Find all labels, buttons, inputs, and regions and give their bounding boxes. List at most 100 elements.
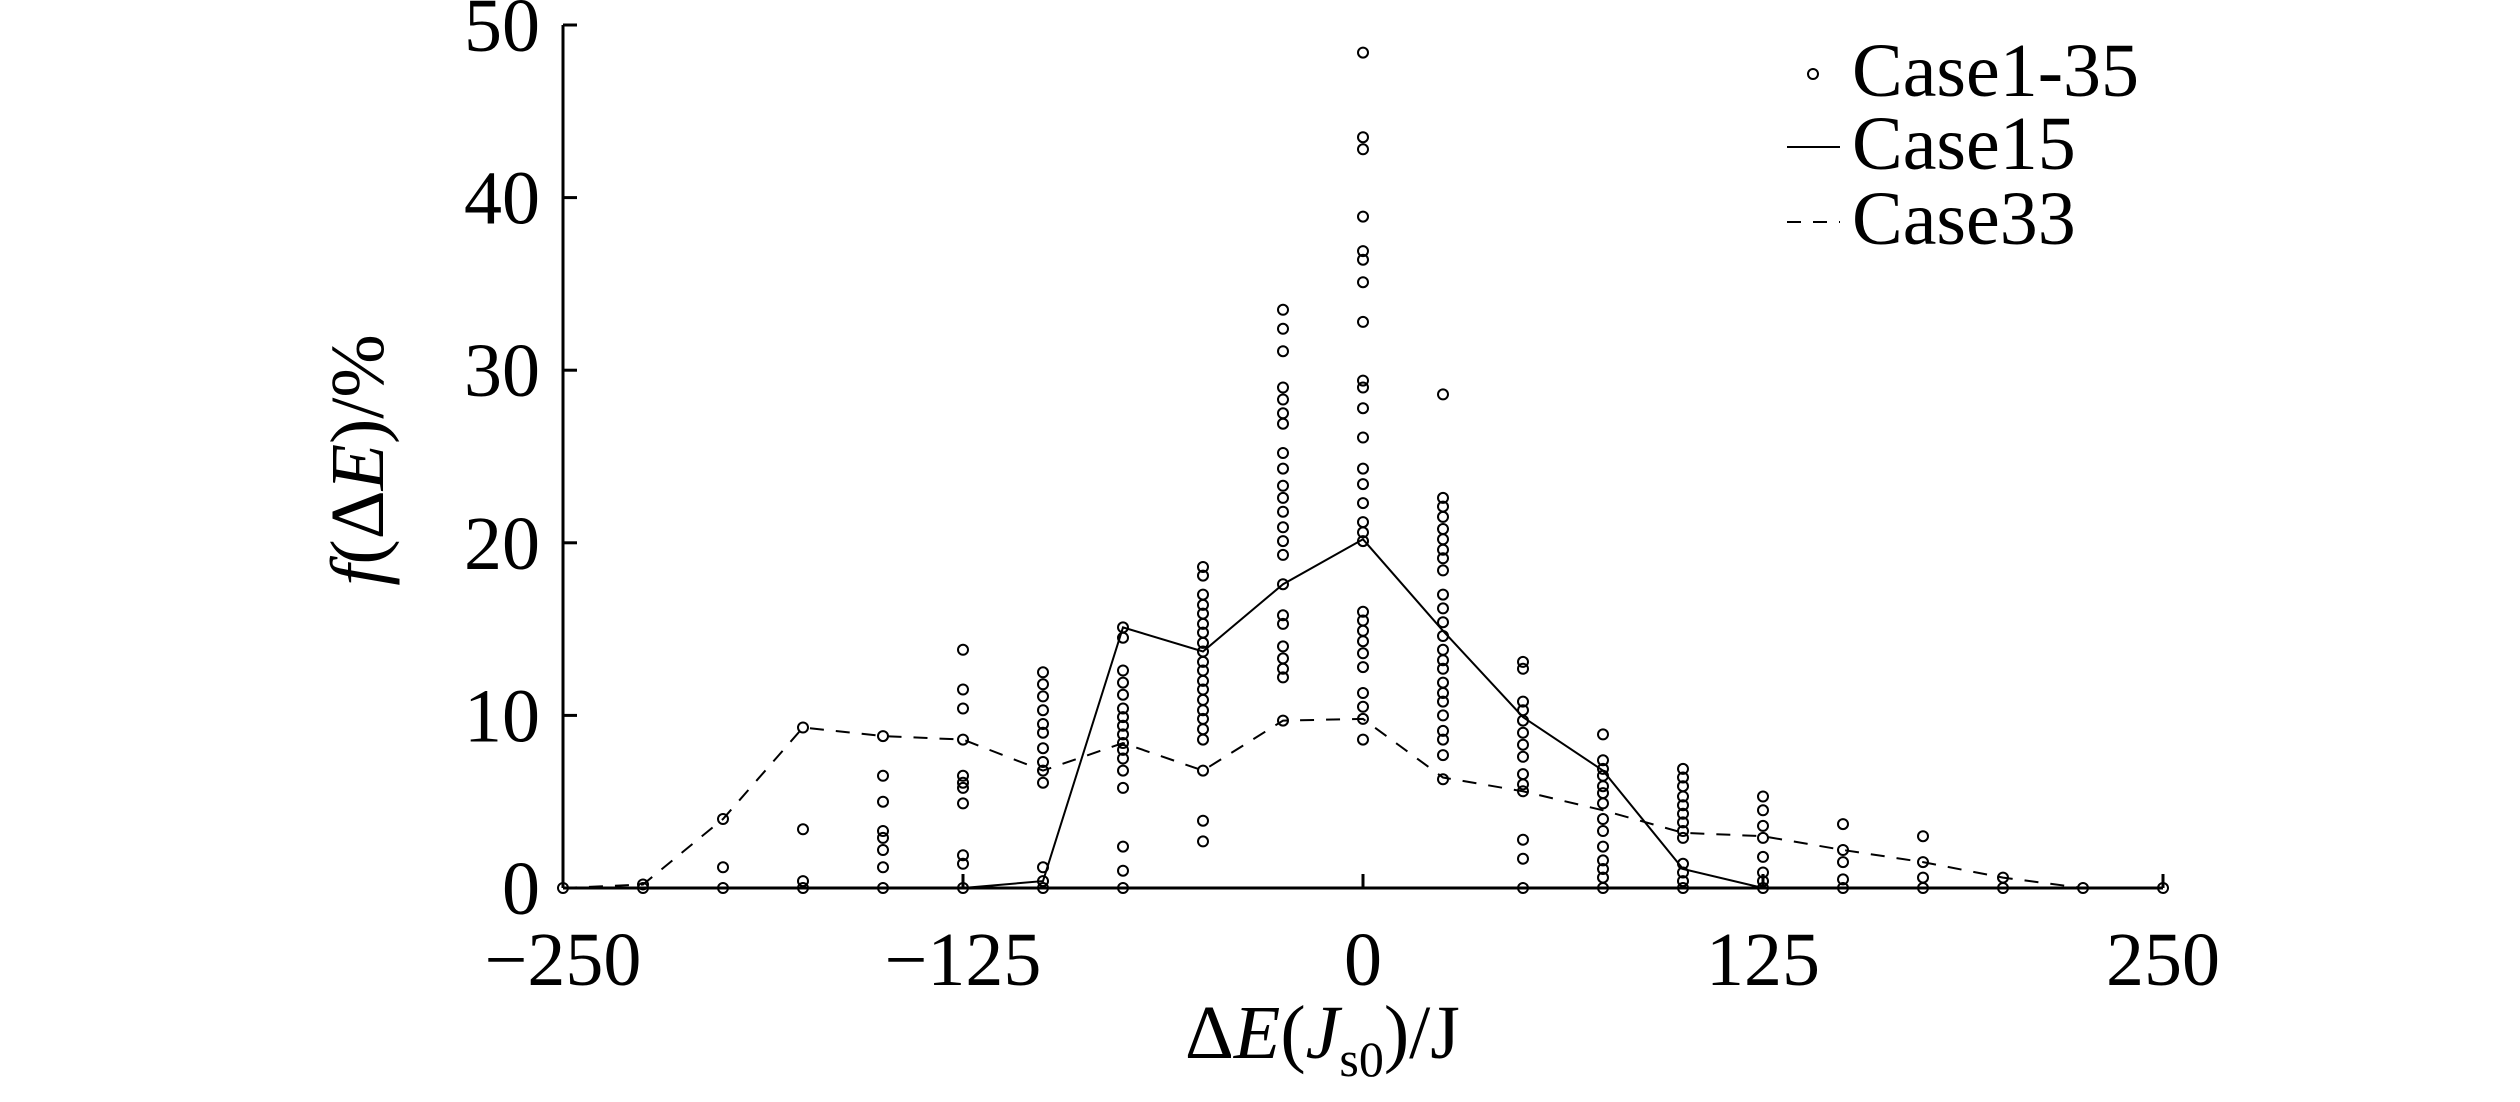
scatter-point: [1197, 626, 1209, 639]
scatter-point: [1037, 875, 1049, 888]
scatter-point: [1437, 491, 1449, 504]
scatter-point: [1997, 871, 2009, 884]
scatter-point: [1357, 315, 1369, 328]
scatter-point: [1197, 588, 1209, 601]
scatter-point: [1037, 718, 1049, 730]
scatter-point: [957, 683, 969, 696]
scatter-point: [1037, 690, 1049, 703]
scatter-point: [1677, 780, 1689, 793]
scatter-point: [1437, 749, 1449, 762]
scatter-point: [717, 882, 729, 894]
scatter-point: [957, 776, 969, 789]
scatter-point: [1117, 781, 1129, 794]
scatter-point: [1837, 873, 1849, 886]
scatter-point: [877, 730, 889, 743]
scatter-point: [1117, 688, 1129, 701]
legend-marker-case1-35: [1807, 68, 1819, 80]
scatter-point: [1517, 662, 1529, 675]
scatter-point: [1597, 813, 1609, 825]
y-tick-label: 20: [464, 502, 540, 586]
scatter-point: [1357, 210, 1369, 223]
scatter-point: [1117, 864, 1129, 877]
scatter-point: [2157, 882, 2169, 894]
scatter-point: [877, 795, 889, 808]
scatter-point: [1437, 695, 1449, 708]
scatter-point: [1117, 676, 1129, 689]
scatter-point: [1357, 276, 1369, 289]
scatter-point: [1037, 764, 1049, 777]
scatter-point: [1277, 479, 1289, 492]
scatter-point: [1357, 647, 1369, 660]
scatter-point: [1277, 578, 1289, 591]
scatter-point: [1437, 533, 1449, 546]
scatter-point: [1277, 671, 1289, 684]
scatter-point: [1037, 726, 1049, 739]
x-axis-label: ΔE(Js0)/J: [1185, 991, 1460, 1087]
x-tick-label: 250: [2106, 918, 2220, 1002]
scatter-point: [1277, 303, 1289, 316]
scatter-point: [1277, 535, 1289, 548]
scatter-point: [1597, 728, 1609, 741]
scatter-point: [1757, 875, 1769, 888]
scatter-point: [1357, 516, 1369, 529]
scatter-point: [1597, 787, 1609, 800]
scatter-point: [1677, 771, 1689, 784]
scatter-point: [1037, 678, 1049, 691]
scatter-point: [1277, 417, 1289, 430]
scatter-point: [1357, 46, 1369, 59]
scatter-point: [1357, 733, 1369, 746]
scatter-point: [1357, 605, 1369, 618]
scatter-point: [1277, 447, 1289, 459]
y-tick-label: 10: [464, 674, 540, 758]
scatter-point: [1037, 882, 1049, 894]
scatter-point: [1037, 742, 1049, 755]
scatter-point: [1437, 616, 1449, 629]
scatter-point: [1037, 666, 1049, 679]
scatter-point: [1197, 733, 1209, 746]
scatter-point: [1357, 381, 1369, 394]
scatter-point: [1597, 854, 1609, 867]
scatter-point: [1597, 769, 1609, 782]
scatter-point: [1917, 856, 1929, 869]
ticks: −250 −125 0 125 250 0 10 20 30 40 50: [464, 0, 2220, 1002]
scatter-point: [1917, 871, 1929, 884]
scatter-point: [957, 733, 969, 746]
scatter-point: [1357, 374, 1369, 387]
scatter-point: [1117, 737, 1129, 749]
scatter-point: [1757, 866, 1769, 879]
scatter-point: [797, 823, 809, 836]
scatter-point: [1357, 624, 1369, 637]
scatter-point: [1837, 882, 1849, 894]
scatter-point: [797, 721, 809, 734]
scatter-point: [1677, 816, 1689, 829]
x-tick-label: 0: [1344, 918, 1382, 1002]
scatter-point: [1837, 818, 1849, 831]
scatter-point: [1597, 797, 1609, 810]
legend-label-case33: Case33: [1852, 177, 2076, 261]
scatter-point: [1437, 564, 1449, 577]
scatter-point: [1277, 548, 1289, 561]
scatter-point: [1517, 768, 1529, 781]
scatter-point: [1197, 693, 1209, 706]
scatter-points: [557, 46, 2169, 894]
scatter-point: [1757, 790, 1769, 803]
scatter-point: [1277, 322, 1289, 335]
scatter-point: [1597, 825, 1609, 837]
scatter-point: [1277, 652, 1289, 665]
scatter-point: [1757, 831, 1769, 844]
scatter-point: [1597, 863, 1609, 875]
scatter-point: [557, 882, 569, 894]
scatter-point: [1117, 840, 1129, 853]
scatter-point: [1277, 393, 1289, 406]
scatter-point: [957, 643, 969, 656]
scatter-point: [1677, 799, 1689, 812]
scatter-point: [1677, 882, 1689, 894]
y-tick-label: 50: [464, 0, 540, 68]
scatter-point: [1117, 728, 1129, 741]
scatter-point: [1677, 762, 1689, 775]
scatter-point: [877, 861, 889, 874]
scatter-point: [1277, 381, 1289, 394]
scatter-point: [1837, 856, 1849, 869]
legend-label-case15: Case15: [1852, 102, 2076, 186]
